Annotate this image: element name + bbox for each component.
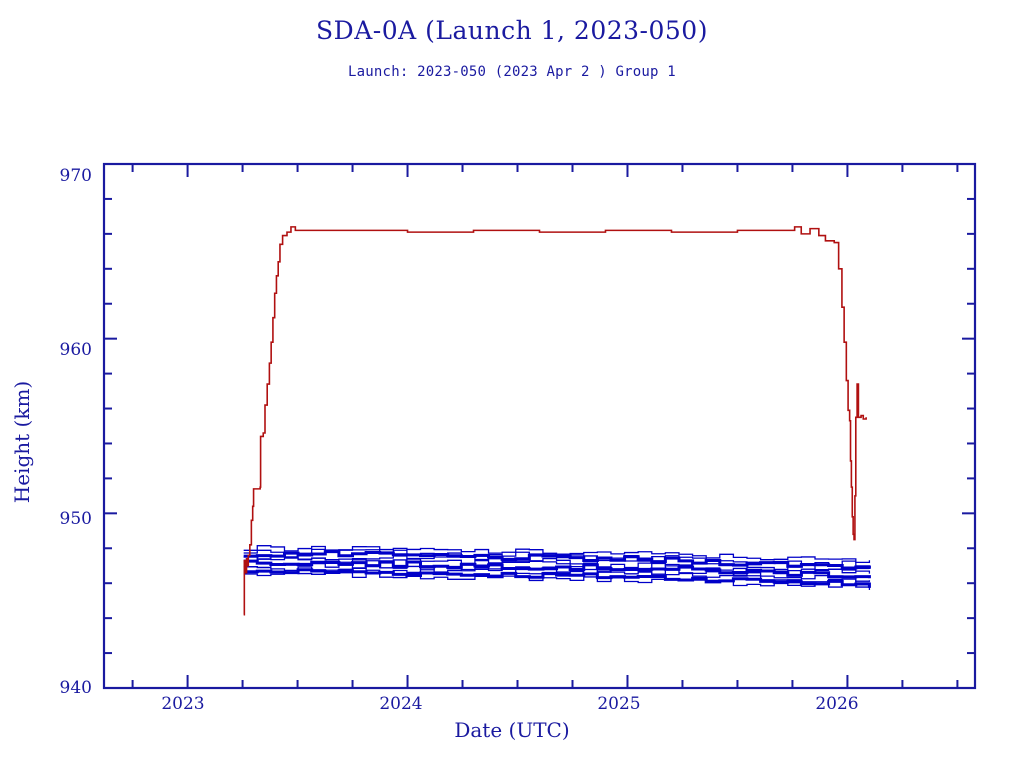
perigee-trace xyxy=(243,555,871,571)
y-tick-label-970: 970 xyxy=(59,166,92,186)
y-tick-label-940: 940 xyxy=(59,678,92,698)
x-tick-label-2024: 2024 xyxy=(379,694,423,714)
apogee-series xyxy=(243,226,867,616)
perigee-trace xyxy=(243,559,871,579)
perigee-trace xyxy=(243,568,871,588)
plot-frame xyxy=(102,162,977,690)
perigee-trace xyxy=(243,562,871,582)
perigee-trace xyxy=(243,545,871,564)
y-tick-label-950: 950 xyxy=(59,509,92,529)
x-tick-label-2023: 2023 xyxy=(161,694,205,714)
x-tick-label-2026: 2026 xyxy=(815,694,859,714)
perigee-trace xyxy=(243,557,871,574)
perigee-series xyxy=(243,545,871,591)
axis-ticks xyxy=(104,163,975,689)
chart-subtitle: Launch: 2023-050 (2023 Apr 2 ) Group 1 xyxy=(348,64,676,80)
x-axis-label: Date (UTC) xyxy=(454,718,570,742)
page-title: SDA-0A (Launch 1, 2023-050) xyxy=(316,16,708,45)
perigee-trace xyxy=(243,571,871,591)
x-tick-label-2025: 2025 xyxy=(597,694,641,714)
y-tick-label-960: 960 xyxy=(59,340,92,360)
